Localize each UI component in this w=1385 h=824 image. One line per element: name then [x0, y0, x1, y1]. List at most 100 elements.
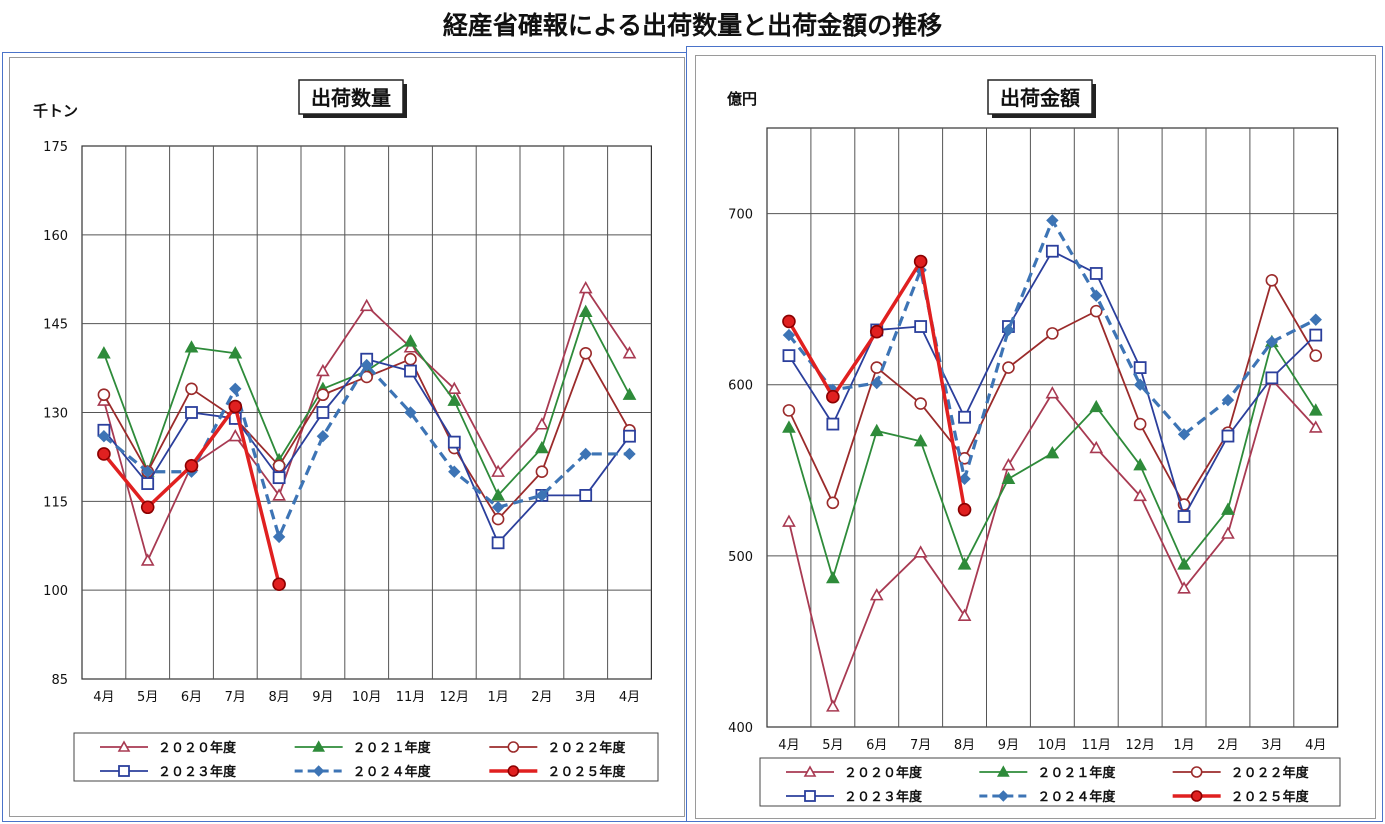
qty-point-2020 [228, 429, 243, 442]
amt-point-2022 [1265, 274, 1279, 287]
amt-point-2021 [957, 557, 972, 570]
amt-point-2024 [1046, 214, 1059, 227]
amt-point-2023 [1265, 371, 1279, 385]
qty-point-2024 [316, 429, 330, 443]
qty-ytick-label: 160 [43, 229, 68, 244]
qty-point-2021 [184, 340, 199, 353]
qty-xtick-label: 6月 [181, 690, 202, 705]
amt-point-2025 [869, 324, 884, 339]
amt-point-2022 [782, 404, 796, 417]
qty-legend-marker-2021 [312, 740, 326, 752]
qty-point-2021 [228, 346, 243, 359]
amt-point-2020 [1177, 581, 1191, 594]
amt-point-2021 [869, 423, 884, 437]
qty-point-2025 [272, 577, 286, 592]
qty-point-2021 [535, 440, 549, 454]
amt-title-box [987, 79, 1093, 115]
amt-point-2022 [1309, 349, 1323, 362]
amt-legend-marker-2022 [1190, 766, 1203, 778]
qty-ytick-label: 115 [43, 495, 68, 510]
qty-point-2023 [404, 364, 417, 378]
qty-point-2024 [535, 489, 549, 502]
amt-point-2024 [1177, 428, 1191, 441]
qty-point-2020 [491, 464, 505, 477]
amt-ytick-label: 400 [728, 721, 753, 736]
qty-xtick-label: 11月 [396, 690, 426, 705]
amt-point-2022 [1089, 304, 1103, 318]
amt-point-2020 [1308, 420, 1323, 433]
qty-xtick-label: 1月 [487, 690, 508, 705]
amt-legend-marker-2021 [996, 765, 1010, 777]
qty-unit-label: 千トン [33, 102, 78, 120]
amt-point-2020 [1045, 386, 1060, 399]
amt-point-2023 [826, 417, 840, 431]
qty-ytick-label: 175 [43, 140, 68, 155]
qty-point-2021 [622, 387, 637, 400]
amt-legend [759, 757, 1341, 807]
qty-legend-label-2025: ２０２５年度 [547, 764, 626, 780]
qty-point-2022 [316, 388, 330, 402]
amt-xtick-label: 1月 [1173, 738, 1194, 753]
qty-point-2022 [579, 346, 593, 360]
qty-point-2023 [316, 406, 330, 419]
qty-point-2022 [185, 382, 198, 396]
amt-xtick-label: 4月 [1305, 738, 1326, 753]
amt-point-2020 [869, 588, 884, 601]
qty-point-2024 [579, 447, 592, 461]
amt-point-2022 [1002, 361, 1015, 374]
amt-point-2021 [825, 570, 840, 584]
amt-point-2020 [913, 545, 928, 558]
qty-point-2020 [578, 280, 593, 294]
amt-ytick-label: 500 [728, 550, 753, 565]
qty-point-2022 [97, 388, 111, 402]
amt-point-2023 [1221, 429, 1235, 443]
amt-point-2023 [914, 320, 928, 333]
qty-point-2024 [360, 358, 373, 372]
qty-point-2021 [491, 488, 505, 501]
qty-point-2024 [623, 447, 636, 461]
amt-point-2024 [1133, 378, 1147, 391]
amt-point-2021 [1177, 557, 1191, 570]
qty-point-2023 [272, 471, 286, 485]
amt-xtick-label: 9月 [998, 738, 1019, 753]
qty-point-2020 [272, 488, 286, 501]
qty-point-2022 [272, 459, 286, 473]
qty-title-box [298, 79, 404, 115]
amt-point-2021 [1133, 458, 1148, 471]
qty-xtick-label: 10月 [352, 690, 382, 705]
qty-point-2021 [447, 393, 462, 406]
qty-point-2020 [403, 340, 418, 353]
qty-point-2025 [184, 458, 199, 473]
qty-point-2022 [491, 512, 505, 526]
amt-point-2024 [870, 376, 883, 390]
amt-unit-label: 億円 [727, 90, 757, 108]
qty-point-2020 [316, 363, 330, 377]
qty-ytick-label: 130 [43, 407, 68, 422]
amt-point-2022 [1046, 327, 1059, 340]
qty-ytick-label: 145 [43, 318, 68, 333]
amt-point-2020 [1089, 440, 1104, 454]
amt-point-2021 [782, 420, 796, 433]
amt-point-2023 [1177, 510, 1191, 523]
amt-point-2024 [1002, 323, 1015, 337]
qty-point-2020 [622, 346, 637, 359]
amt-xtick-label: 4月 [778, 738, 799, 753]
qty-point-2023 [579, 489, 593, 502]
qty-point-2024 [448, 465, 461, 478]
qty-chart-title: 出荷数量 [311, 86, 391, 110]
qty-point-2025 [228, 399, 243, 414]
amt-point-2021 [1001, 471, 1016, 485]
amt-legend-label-2025: ２０２５年度 [1231, 789, 1310, 805]
amt-chart-title: 出荷金額 [1000, 86, 1080, 110]
qty-point-2025 [97, 447, 111, 461]
amt-point-2024 [958, 472, 971, 486]
qty-point-2024 [229, 382, 242, 396]
qty-xtick-label: 9月 [312, 690, 333, 705]
qty-legend-marker-2025 [507, 765, 520, 777]
amt-point-2025 [913, 254, 928, 269]
amt-point-2024 [1090, 289, 1103, 302]
amt-point-2020 [825, 699, 840, 712]
qty-point-2024 [97, 429, 111, 443]
qty-point-2020 [535, 417, 549, 430]
